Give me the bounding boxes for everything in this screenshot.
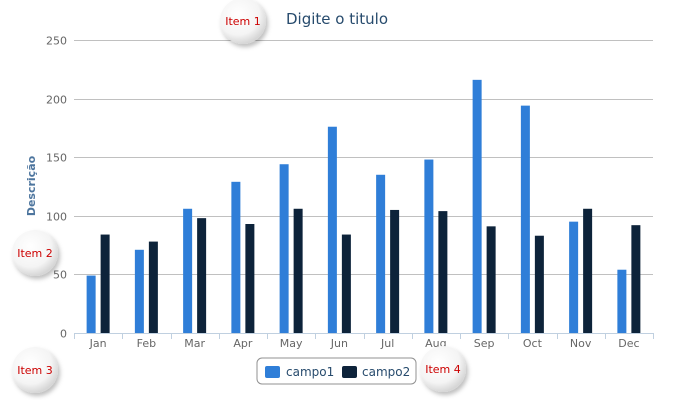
legend-item-campo1[interactable]: campo1 [265, 365, 334, 379]
legend-swatch-campo1 [265, 366, 280, 378]
y-tick-label: 100 [46, 211, 67, 224]
legend-swatch-campo2 [342, 366, 357, 378]
bar-campo2-oct[interactable] [534, 235, 544, 333]
legend-label-campo1: campo1 [286, 365, 334, 379]
bar-campo2-may[interactable] [293, 208, 303, 333]
legend-item-campo2[interactable]: campo2 [342, 365, 410, 379]
x-tick-label: Nov [570, 337, 592, 350]
y-axis-title: Descrição [25, 155, 38, 216]
chart-title: Digite o titulo [286, 10, 388, 28]
item-4-bubble: Item 4 [420, 346, 466, 392]
legend: campo1 campo2 [256, 357, 417, 385]
bar-campo1-aug[interactable] [424, 159, 434, 333]
bar-campo1-mar[interactable] [183, 208, 193, 333]
y-tick-label: 150 [46, 152, 67, 165]
bar-campo2-apr[interactable] [245, 224, 255, 333]
bar-campo2-dec[interactable] [631, 225, 641, 333]
y-tick-label: 200 [46, 94, 67, 107]
bars [86, 79, 641, 334]
bar-campo1-jun[interactable] [327, 126, 337, 333]
item-2-label: Item 2 [17, 247, 53, 260]
bar-campo1-dec[interactable] [617, 269, 627, 333]
bar-campo1-nov[interactable] [569, 221, 579, 333]
item-4-label: Item 4 [425, 363, 461, 376]
bar-campo2-sep[interactable] [486, 226, 496, 333]
x-tick-label: Jan [89, 337, 107, 350]
bar-campo2-jun[interactable] [341, 234, 351, 333]
x-axis-ticks: Jan Feb Mar Apr May Jun Jul Aug Sep Oct Nov Dec [89, 337, 640, 350]
gridlines [74, 40, 653, 275]
bar-campo1-jul[interactable] [376, 174, 386, 333]
legend-box [256, 357, 417, 385]
bar-campo1-feb[interactable] [134, 249, 144, 333]
item-1-label: Item 1 [225, 15, 261, 28]
x-tick-label: Mar [184, 337, 205, 350]
bar-campo2-aug[interactable] [438, 211, 448, 333]
y-axis-ticks: 0 50 100 150 200 250 [46, 35, 67, 341]
x-tick-label: Feb [137, 337, 156, 350]
bar-campo1-may[interactable] [279, 164, 289, 333]
y-tick-label: 250 [46, 35, 67, 48]
bar-campo2-feb[interactable] [148, 241, 158, 333]
bar-campo2-mar[interactable] [197, 218, 207, 333]
y-tick-label: 50 [53, 269, 67, 282]
x-axis [74, 333, 654, 339]
y-tick-label: 0 [60, 328, 67, 341]
x-tick-label: Jul [380, 337, 394, 350]
x-tick-label: Jun [330, 337, 348, 350]
bar-campo1-sep[interactable] [472, 79, 482, 334]
bar-campo2-jan[interactable] [100, 234, 110, 333]
legend-label-campo2: campo2 [362, 365, 410, 379]
item-3-bubble: Item 3 [12, 347, 58, 393]
bar-campo1-jan[interactable] [86, 275, 96, 333]
item-1-bubble: Item 1 [220, 0, 266, 44]
x-tick-label: Oct [523, 337, 543, 350]
bar-campo1-apr[interactable] [231, 181, 241, 333]
item-2-bubble: Item 2 [12, 230, 58, 276]
x-tick-label: Apr [233, 337, 253, 350]
x-tick-label: Dec [618, 337, 639, 350]
item-3-label: Item 3 [17, 364, 53, 377]
bar-campo1-oct[interactable] [520, 105, 530, 333]
x-tick-label: May [280, 337, 303, 350]
bar-campo2-jul[interactable] [390, 209, 400, 333]
x-tick-label: Sep [474, 337, 495, 350]
bar-campo2-nov[interactable] [583, 208, 593, 333]
